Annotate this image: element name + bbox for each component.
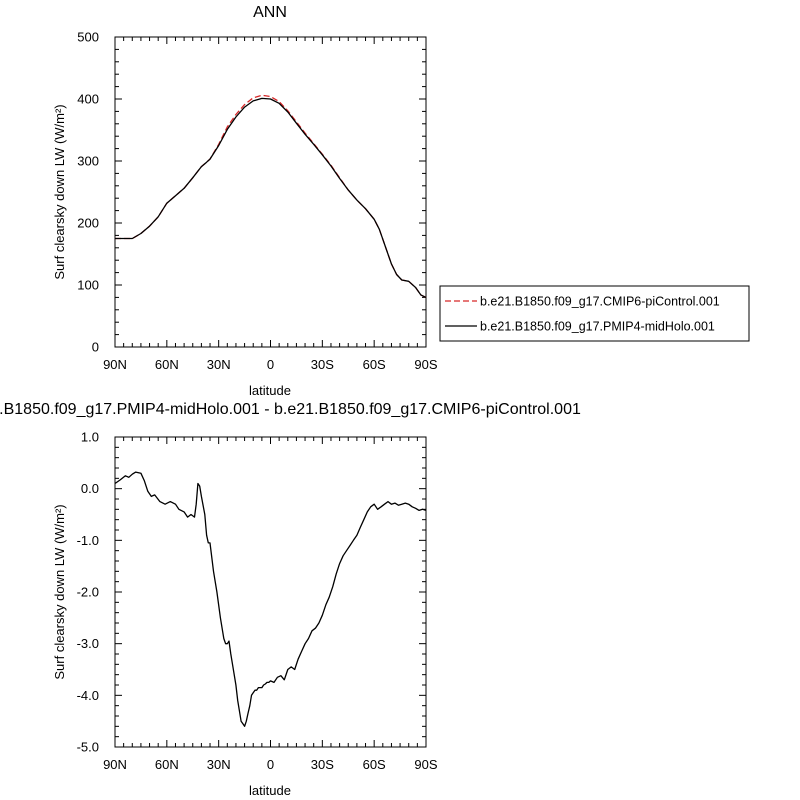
- top-series-line-midholo: [115, 97, 427, 298]
- bottom-series-line-midholo: [114, 471, 427, 727]
- bottom-x-tick-label: 90N: [103, 757, 127, 772]
- top-y-tick-label: 300: [77, 154, 99, 169]
- bottom-x-tick-label: 90S: [414, 757, 437, 772]
- bottom-x-axis-label: latitude: [249, 783, 291, 798]
- top-x-axis-label: latitude: [249, 383, 291, 398]
- bottom-series: [114, 471, 427, 727]
- top-y-tick-label: 500: [77, 30, 99, 45]
- bottom-x-ticks: 90N 60N 30N 0 30S 60S 90S: [103, 437, 438, 772]
- legend-label-control: b.e21.B1850.f09_g17.CMIP6-piControl.001: [480, 295, 720, 309]
- top-chart-title: ANN: [253, 4, 287, 21]
- top-y-tick-label: 200: [77, 216, 99, 231]
- top-x-tick-label: 30N: [207, 357, 231, 372]
- top-y-axis-label: Surf clearsky down LW (W/m²): [52, 104, 67, 279]
- top-series: [115, 94, 427, 298]
- bottom-y-axis-label: Surf clearsky down LW (W/m²): [52, 504, 67, 679]
- top-x-tick-label: 30S: [311, 357, 334, 372]
- bottom-y-tick-label: 1.0: [81, 430, 99, 445]
- legend-label-midholo: b.e21.B1850.f09_g17.PMIP4-midHolo.001: [480, 320, 715, 334]
- top-y-tick-label: 0: [92, 340, 99, 355]
- top-x-ticks: 90N 60N 30N 0 30S 60S 90S: [103, 37, 438, 372]
- bottom-x-tick-label: 60S: [363, 757, 386, 772]
- bottom-x-tick-label: 30S: [311, 757, 334, 772]
- top-x-tick-label: 0: [267, 357, 274, 372]
- top-x-tick-label: 60S: [363, 357, 386, 372]
- bottom-y-ticks: -5.0 -4.0 -3.0 -2.0 -1.0 0.0 1.0: [77, 430, 426, 755]
- bottom-y-tick-label: -5.0: [77, 740, 99, 755]
- top-y-tick-label: 100: [77, 278, 99, 293]
- top-x-tick-label: 60N: [155, 357, 179, 372]
- bottom-y-tick-label: -3.0: [77, 636, 99, 651]
- top-x-tick-label: 90N: [103, 357, 127, 372]
- bottom-plot-frame: [114, 436, 427, 748]
- bottom-y-tick-label: -1.0: [77, 533, 99, 548]
- bottom-panel: b.e21.B1850.f09_g17.PMIP4-midHolo.001 - …: [0, 401, 581, 798]
- bottom-x-tick-label: 0: [267, 757, 274, 772]
- bottom-x-tick-label: 60N: [155, 757, 179, 772]
- top-panel: ANN 90N 60N 30N 0 30S 60S 90S 0 100 200 300 400 500…: [52, 4, 438, 398]
- bottom-x-tick-label: 30N: [207, 757, 231, 772]
- bottom-chart-title: b.e21.B1850.f09_g17.PMIP4-midHolo.001 - …: [0, 401, 581, 418]
- bottom-y-tick-label: -2.0: [77, 585, 99, 600]
- bottom-y-tick-label: -4.0: [77, 688, 99, 703]
- top-series-line-control: [115, 94, 427, 298]
- bottom-y-tick-label: 0.0: [81, 481, 99, 496]
- top-plot-frame: [114, 36, 427, 348]
- top-x-tick-label: 90S: [414, 357, 437, 372]
- legend: b.e21.B1850.f09_g17.CMIP6-piControl.001 …: [439, 285, 750, 342]
- legend-box: [439, 285, 750, 342]
- top-y-tick-label: 400: [77, 92, 99, 107]
- top-y-ticks: 0 100 200 300 400 500: [77, 30, 426, 355]
